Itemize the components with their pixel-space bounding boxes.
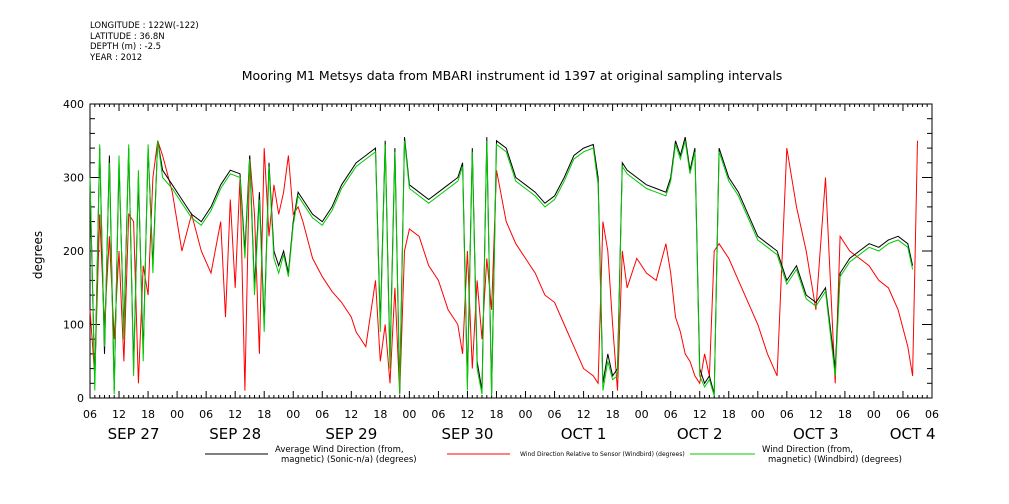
x-tick-label: 00 [751, 408, 765, 421]
x-tick-label: 06 [896, 408, 910, 421]
x-tick-label: 00 [170, 408, 184, 421]
metadata-block: LONGITUDE : 122W(-122) LATITUDE : 36.8N … [90, 21, 199, 63]
x-day-label: SEP 28 [209, 425, 261, 443]
x-tick-label: 06 [664, 408, 678, 421]
x-day-label: SEP 29 [325, 425, 377, 443]
y-tick-label: 300 [63, 172, 84, 185]
x-day-label: OCT 3 [793, 425, 839, 443]
x-day-label: OCT 2 [677, 425, 723, 443]
chart-title: Mooring M1 Metsys data from MBARI instru… [242, 68, 783, 83]
y-tick-label: 200 [63, 245, 84, 258]
series-layer [89, 136, 918, 396]
legend-label-0: magnetic) (Sonic-n/a) (degrees) [281, 455, 417, 465]
x-day-label: SEP 30 [441, 425, 493, 443]
x-tick-label: 12 [112, 408, 126, 421]
x-tick-label: 00 [519, 408, 533, 421]
x-tick-label: 18 [606, 408, 620, 421]
x-tick-label: 06 [548, 408, 562, 421]
axis-ticks: 0 100 200 300 400 06 12 18 00 06 12 18 00 06 12 18 00 06 1… [63, 98, 939, 443]
x-day-label: OCT 4 [890, 425, 936, 443]
y-tick-label: 0 [77, 392, 84, 405]
y-tick-label: 400 [63, 98, 84, 111]
x-tick-label: 06 [431, 408, 445, 421]
x-tick-label: 12 [577, 408, 591, 421]
x-tick-label: 18 [141, 408, 155, 421]
legend-label-2: magnetic) (Windbird) (degrees) [768, 455, 902, 465]
series-line-0 [89, 136, 914, 395]
legend-label-0: Average Wind Direction (from, [275, 445, 404, 455]
longitude-text: LONGITUDE : 122W(-122) [90, 21, 199, 31]
x-tick-label: 18 [257, 408, 271, 421]
x-day-label: OCT 1 [561, 425, 607, 443]
x-tick-label: 18 [838, 408, 852, 421]
series-line-2 [89, 140, 914, 396]
x-tick-label: 12 [344, 408, 358, 421]
year-text: YEAR : 2012 [90, 52, 143, 63]
x-tick-label: 18 [489, 408, 503, 421]
x-tick-label: 00 [402, 408, 416, 421]
x-tick-label: 06 [780, 408, 794, 421]
x-tick-label: 12 [809, 408, 823, 421]
series-line-1 [89, 140, 918, 395]
y-axis-label: degrees [31, 231, 45, 279]
x-tick-label: 12 [228, 408, 242, 421]
x-tick-label: 18 [373, 408, 387, 421]
x-tick-label: 00 [286, 408, 300, 421]
x-tick-label: 18 [722, 408, 736, 421]
y-tick-label: 100 [63, 319, 84, 332]
legend-label-2: Wind Direction (from, [762, 445, 853, 455]
x-day-label: SEP 27 [108, 425, 160, 443]
x-tick-label: 12 [460, 408, 474, 421]
x-tick-label: 06 [199, 408, 213, 421]
latitude-text: LATITUDE : 36.8N [90, 31, 165, 42]
x-tick-label: 12 [693, 408, 707, 421]
x-tick-label: 06 [83, 408, 97, 421]
x-tick-label: 06 [315, 408, 329, 421]
legend-label-1: Wind Direction Relative to Sensor (Windb… [520, 451, 685, 458]
x-tick-label: 00 [867, 408, 881, 421]
x-tick-label: 06 [925, 408, 939, 421]
depth-text: DEPTH (m) : -2.5 [90, 42, 162, 52]
x-tick-label: 00 [635, 408, 649, 421]
legend: Average Wind Direction (from,magnetic) (… [205, 445, 902, 465]
